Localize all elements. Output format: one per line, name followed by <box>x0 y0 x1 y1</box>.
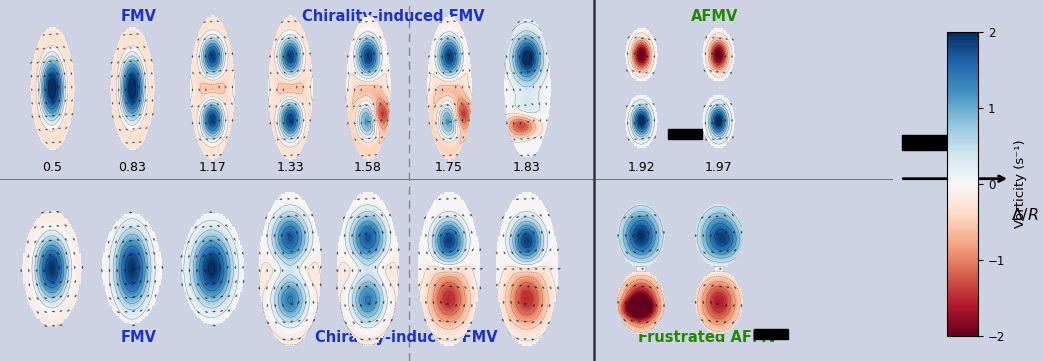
Text: Chirality-induced FMV: Chirality-induced FMV <box>301 9 484 24</box>
Text: Chirality-induced FMV: Chirality-induced FMV <box>315 330 498 345</box>
Bar <box>668 129 702 139</box>
Text: 1.92: 1.92 <box>627 161 655 174</box>
Text: FMV: FMV <box>120 9 156 24</box>
Text: AFMV: AFMV <box>690 9 738 24</box>
Text: 1.83: 1.83 <box>513 161 540 174</box>
Text: 1.75: 1.75 <box>435 161 463 174</box>
Y-axis label: Vorticity (s⁻¹): Vorticity (s⁻¹) <box>1014 140 1026 229</box>
Text: $\Delta/R$: $\Delta/R$ <box>1011 206 1039 223</box>
Text: 1.33: 1.33 <box>276 161 304 174</box>
Bar <box>902 135 947 150</box>
Text: 0.83: 0.83 <box>118 161 146 174</box>
Text: 1.97: 1.97 <box>705 161 732 174</box>
Text: FMV: FMV <box>120 330 156 345</box>
Text: 0.5: 0.5 <box>42 161 62 174</box>
Text: 1.17: 1.17 <box>198 161 226 174</box>
Bar <box>754 329 789 339</box>
Text: Frustrated AFMV: Frustrated AFMV <box>638 330 778 345</box>
Text: 1.58: 1.58 <box>354 161 382 174</box>
